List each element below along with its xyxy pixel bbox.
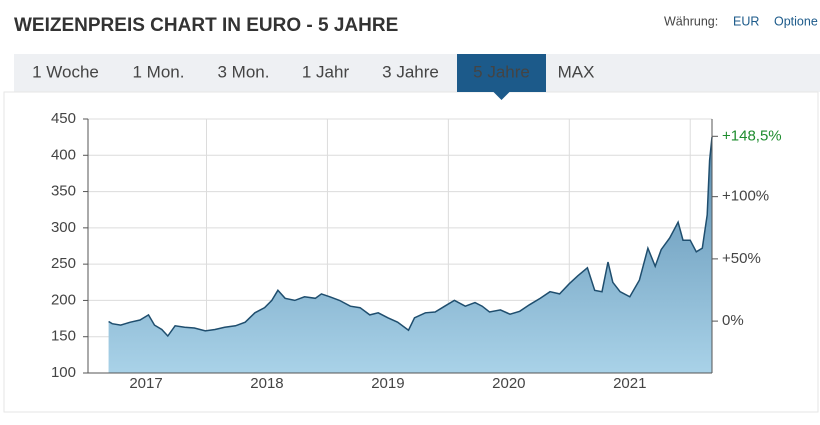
y2-tick-label: +50% xyxy=(722,250,761,267)
x-tick-label: 2021 xyxy=(613,375,646,392)
last-change-label: +148,5% xyxy=(722,127,782,144)
y-tick-label: 350 xyxy=(51,183,76,200)
tab[interactable]: 1 Mon. xyxy=(133,62,185,81)
chart-panel xyxy=(3,91,819,413)
tab[interactable]: 3 Jahre xyxy=(382,62,439,81)
y-tick-label: 300 xyxy=(51,219,76,236)
currency[interactable]: EUR xyxy=(733,14,759,28)
y-tick-label: 400 xyxy=(51,146,76,163)
y-tick-label: 200 xyxy=(51,291,76,308)
active-tab-bg xyxy=(457,54,546,92)
tab[interactable]: 1 Woche xyxy=(32,62,99,81)
currency-label: Währung: xyxy=(664,14,718,28)
active-tab-pointer xyxy=(493,92,510,100)
area xyxy=(108,137,713,373)
tab[interactable]: 3 Mon. xyxy=(218,62,270,81)
options-link[interactable]: Optione xyxy=(774,14,818,28)
y-tick-label: 250 xyxy=(51,255,76,272)
price-line xyxy=(108,137,713,338)
x-tick-label: 2019 xyxy=(371,375,404,392)
y-tick-label: 450 xyxy=(51,110,76,127)
y2-tick-label: 0% xyxy=(722,312,744,329)
x-tick-label: 2020 xyxy=(492,375,525,392)
tab[interactable]: 1 Jahr xyxy=(302,62,350,81)
y2-tick-label: +100% xyxy=(722,188,769,205)
x-tick-label: 2017 xyxy=(129,375,162,392)
y-tick-label: 100 xyxy=(51,364,76,381)
y-tick-label: 150 xyxy=(51,328,76,345)
tab[interactable]: MAX xyxy=(558,62,595,81)
tab[interactable]: 5 Jahre xyxy=(473,62,530,81)
x-tick-label: 2018 xyxy=(250,375,283,392)
page-title: WEIZENPREIS CHART IN EURO - 5 JAHRE xyxy=(14,15,398,36)
tab-bar xyxy=(14,54,820,92)
